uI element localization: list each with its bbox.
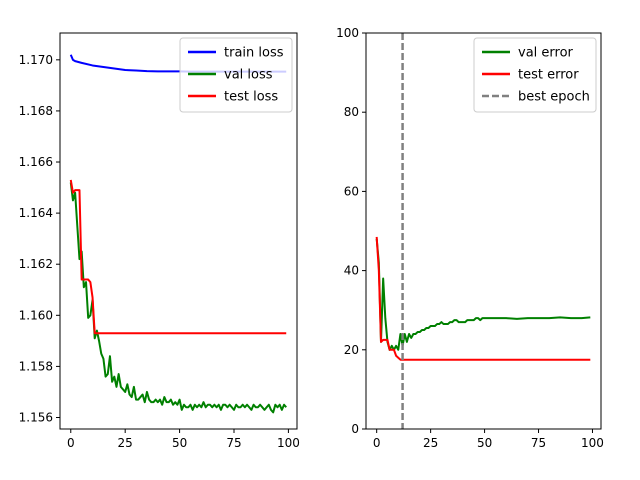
legend-label: best epoch <box>518 90 590 105</box>
subplot-2: 0 25 50 75 100 0 20 40 60 80 100 val error test erro… <box>336 26 604 450</box>
y-tick-label: 0 <box>351 422 359 436</box>
x-tick-label: 100 <box>581 436 604 450</box>
x-tick-label: 50 <box>172 436 187 450</box>
x-tick-label: 100 <box>277 436 300 450</box>
series-line-test-loss <box>69 179 287 335</box>
y-tick-label: 20 <box>344 343 359 357</box>
legend-box <box>473 37 597 113</box>
subplot-1: 0 25 50 75 100 1.156 1.158 1.160 1.162 1.164 1.166… <box>19 32 300 450</box>
x-tick-label: 25 <box>118 436 133 450</box>
legend-box <box>179 37 293 113</box>
y-tick-label: 1.156 <box>19 411 53 425</box>
y-tick-label: 40 <box>344 264 359 278</box>
x-tick-label: 25 <box>423 436 438 450</box>
y-tick-label: 1.168 <box>19 104 53 118</box>
y-tick-label: 1.164 <box>19 206 53 220</box>
x-tick-label: 75 <box>226 436 241 450</box>
series-line-test-error <box>375 236 591 361</box>
x-tick-label: 50 <box>477 436 492 450</box>
y-tick-label: 1.162 <box>19 257 53 271</box>
legend: train loss val loss test loss <box>179 37 293 113</box>
series-line-val-loss <box>69 182 287 414</box>
axes-frame <box>365 32 602 430</box>
y-tick-label: 1.170 <box>19 53 53 67</box>
x-tick-label: 0 <box>373 436 381 450</box>
legend-label: test error <box>518 68 579 83</box>
legend: val error test error best epoch <box>473 37 597 113</box>
y-tick-label: 1.158 <box>19 359 53 373</box>
y-tick-label: 60 <box>344 184 359 198</box>
legend-label: test loss <box>224 90 278 105</box>
y-tick-label: 1.160 <box>19 308 53 322</box>
legend-label: val error <box>518 46 574 61</box>
legend-label: val loss <box>224 68 273 83</box>
x-tick-label: 75 <box>531 436 546 450</box>
axes-frame <box>59 32 298 430</box>
y-tick-label: 100 <box>336 26 359 40</box>
y-tick-label: 80 <box>344 105 359 119</box>
y-tick-label: 1.166 <box>19 155 53 169</box>
series-line-val-error <box>375 238 591 351</box>
x-tick-label: 0 <box>67 436 75 450</box>
legend-label: train loss <box>224 46 284 61</box>
